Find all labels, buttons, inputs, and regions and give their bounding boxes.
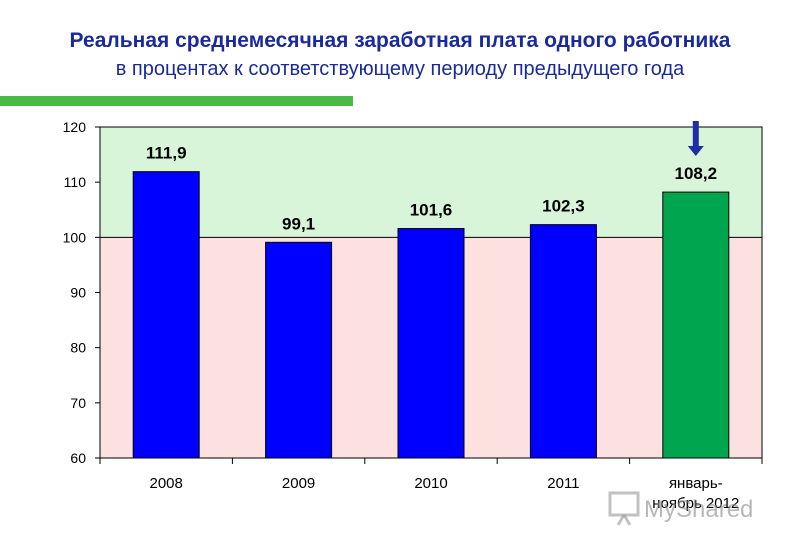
x-category-label: 2011 bbox=[547, 475, 579, 492]
bar bbox=[397, 228, 465, 459]
bar bbox=[265, 241, 333, 459]
x-category-label: 2008 bbox=[150, 475, 183, 492]
x-category-label: 2010 bbox=[414, 475, 447, 492]
x-category-label: ноябрь 2012 bbox=[652, 495, 739, 512]
data-label: 99,1 bbox=[282, 214, 315, 233]
arrow-head bbox=[687, 146, 704, 156]
y-tick-label: 120 bbox=[63, 119, 87, 135]
bar bbox=[132, 171, 200, 459]
data-label: 101,6 bbox=[410, 201, 453, 220]
band-above-threshold bbox=[100, 127, 762, 238]
bar bbox=[662, 191, 730, 459]
y-tick-label: 100 bbox=[63, 229, 87, 245]
data-label: 102,3 bbox=[542, 197, 585, 216]
arrow-shaft bbox=[692, 121, 699, 147]
y-tick-label: 80 bbox=[70, 340, 86, 356]
x-category-label: 2009 bbox=[282, 475, 315, 492]
accent-line bbox=[0, 96, 353, 106]
x-category-label: январь- bbox=[669, 475, 723, 492]
y-tick-label: 90 bbox=[70, 285, 86, 301]
data-label: 108,2 bbox=[675, 164, 718, 183]
bar bbox=[529, 224, 597, 459]
watermark-logo: MyShared bbox=[608, 487, 778, 527]
y-tick-label: 70 bbox=[70, 395, 86, 411]
y-tick-label: 110 bbox=[64, 174, 87, 190]
data-label: 111,9 bbox=[146, 144, 187, 163]
watermark-text: MyShared bbox=[644, 496, 753, 523]
chart-title: Реальная среднемесячная заработная плата… bbox=[69, 29, 731, 52]
presentation-icon: MyShared bbox=[608, 491, 753, 526]
chart-subtitle: в процентах к соответствующему периоду п… bbox=[115, 58, 685, 80]
y-tick-label: 60 bbox=[70, 450, 86, 466]
